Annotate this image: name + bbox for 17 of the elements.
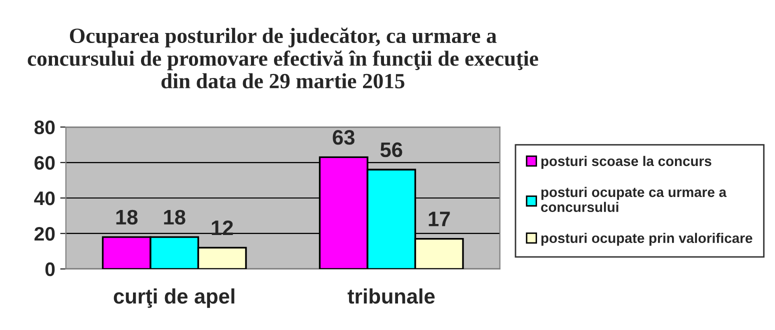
data-label: 63: [332, 130, 354, 145]
x-tick-label: tribunale: [348, 288, 435, 304]
data-label: 18: [116, 210, 138, 225]
y-tick-label: 20: [34, 226, 55, 241]
chart-title: Ocuparea posturilor de judecător, ca urmare a concursului de promovare efectivă în funcţii de execuţie din data de 29 martie 2015: [28, 28, 538, 88]
legend-label: posturi ocupate ca urmare a concursului: [541, 186, 727, 212]
x-tick-label: curţi de apel: [114, 288, 234, 308]
y-tick-label: 0: [45, 262, 55, 276]
legend-label: posturi scoase la concurs: [541, 156, 712, 169]
data-label: 17: [428, 212, 450, 226]
y-tick-label: 40: [34, 191, 55, 206]
data-label: 56: [380, 142, 402, 158]
y-tick-label: 60: [34, 156, 55, 170]
y-tick-label: 80: [34, 120, 55, 134]
data-label: 18: [164, 210, 186, 225]
legend-label: posturi ocupate prin valorificare: [541, 232, 752, 246]
data-label: 12: [212, 220, 233, 236]
